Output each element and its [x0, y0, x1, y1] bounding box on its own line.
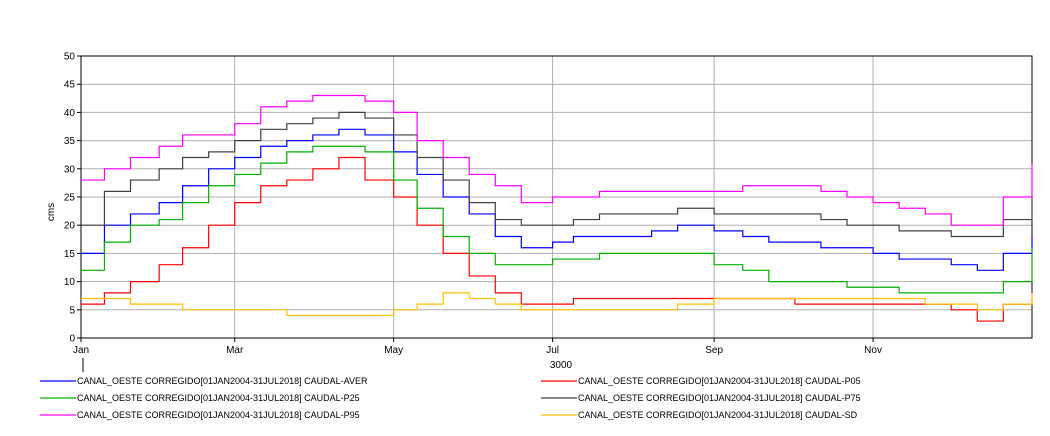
y-tick-label: 35: [64, 136, 76, 147]
series-line: [81, 128, 1033, 271]
x-axis: Jan Mar May Jul Sep Nov: [73, 338, 882, 356]
x-tick-label: Sep: [705, 345, 723, 356]
chart-series: [81, 94, 1033, 322]
legend-item-label: CANAL_OESTE CORREGIDO[01JAN2004-31JUL201…: [77, 376, 368, 386]
series-line: [81, 292, 1033, 317]
y-axis-title: cms: [46, 203, 57, 221]
x-tick-label: Jan: [73, 345, 89, 356]
y-tick-label: 20: [64, 221, 76, 232]
x-axis-year-label: 3000: [550, 360, 573, 371]
series-line: [81, 145, 1033, 294]
y-tick-label: 50: [64, 52, 76, 63]
series-line: [81, 156, 1033, 322]
x-tick-label: Jul: [546, 345, 559, 356]
x-tick-label: Nov: [864, 345, 882, 356]
y-tick-label: 0: [69, 334, 75, 345]
y-tick-label: 30: [64, 164, 76, 175]
y-tick-label: 45: [64, 80, 76, 91]
legend-item-label: CANAL_OESTE CORREGIDO[01JAN2004-31JUL201…: [77, 410, 360, 420]
legend-item-label: CANAL_OESTE CORREGIDO[01JAN2004-31JUL201…: [578, 393, 861, 403]
legend-item-label: CANAL_OESTE CORREGIDO[01JAN2004-31JUL201…: [77, 393, 360, 403]
legend-item-label: CANAL_OESTE CORREGIDO[01JAN2004-31JUL201…: [578, 376, 861, 386]
legend-item-label: CANAL_OESTE CORREGIDO[01JAN2004-31JUL201…: [578, 410, 858, 420]
series-line: [81, 111, 1033, 238]
y-tick-label: 25: [64, 193, 76, 204]
y-tick-label: 15: [64, 249, 76, 260]
x-tick-label: May: [384, 345, 403, 356]
series-line: [81, 94, 1033, 226]
chart-legend: CANAL_OESTE CORREGIDO[01JAN2004-31JUL201…: [40, 376, 861, 420]
y-axis: 0 5 10 15 20 25 30 35 40 45 50: [64, 52, 81, 345]
y-tick-label: 40: [64, 108, 76, 119]
x-tick-label: Mar: [226, 345, 244, 356]
y-tick-label: 5: [69, 305, 75, 316]
y-tick-label: 10: [64, 277, 76, 288]
